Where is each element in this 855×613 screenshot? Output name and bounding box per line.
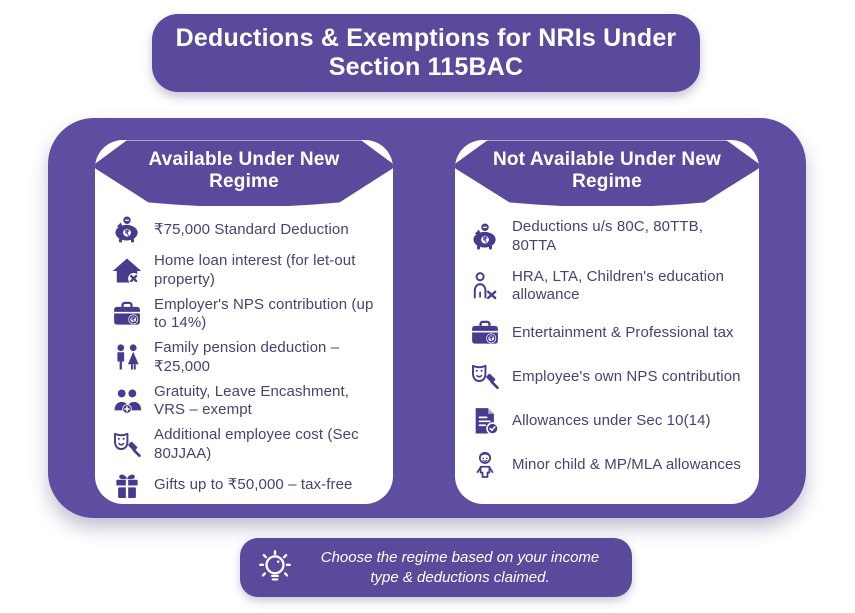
list-item-text: Allowances under Sec 10(14) [512, 411, 711, 429]
piggy-bank-icon [469, 221, 501, 253]
list-item: Employee's own NPS contribution [469, 361, 745, 393]
list-item-text: Gratuity, Leave Encashment, VRS – exempt [154, 382, 350, 419]
card-available-new-regime: Available Under New Regime ₹75,000 Stand… [95, 140, 393, 504]
list-item-text: Additional employee cost (Sec 80JJAA) [154, 426, 359, 462]
list-item-text: Home loan interest (for let-out property… [154, 252, 356, 288]
child-icon [469, 449, 501, 481]
briefcase-coin-icon [111, 298, 143, 330]
card-header-title: Not Available Under New Regime [492, 149, 722, 193]
footer-note-text: Choose the regime based on your income t… [320, 549, 600, 586]
card-header-available: Available Under New Regime [95, 140, 393, 206]
briefcase-coin-icon [469, 317, 501, 349]
list-item: Gratuity, Leave Encashment, VRS – exempt [111, 383, 383, 421]
list-item-text: Entertainment & Professional tax [512, 323, 734, 341]
list-item: ₹75,000 Standard Deduction [111, 214, 383, 246]
list-item-text: Employee's own NPS contribution [512, 367, 741, 385]
title-banner: Deductions & Exemptions for NRIs Under S… [152, 14, 700, 92]
list-item-text: Minor child & MP/MLA allowances [512, 455, 742, 473]
card-header-not-available: Not Available Under New Regime [455, 140, 759, 206]
list-item: Family pension deduction – ₹25,000 [111, 339, 383, 377]
card-not-available-new-regime: Not Available Under New Regime Deduction… [455, 140, 759, 504]
list-item: Entertainment & Professional tax [469, 317, 745, 349]
page-title: Deductions & Exemptions for NRIs Under S… [175, 24, 677, 81]
family-icon [111, 342, 143, 374]
list-item-text: Deductions u/s 80C, 80TTB, 80TTA [512, 218, 704, 254]
person-cross-icon [469, 270, 501, 302]
list-item: Deductions u/s 80C, 80TTB, 80TTA [469, 218, 745, 256]
mask-gavel-icon [469, 361, 501, 393]
list-item-text: Gifts up to ₹50,000 – tax-free [154, 476, 353, 494]
card-header-title: Available Under New Regime [148, 149, 340, 193]
list-item: Allowances under Sec 10(14) [469, 405, 745, 437]
home-loan-icon [111, 255, 143, 287]
gift-icon [111, 470, 143, 502]
list-item: Gifts up to ₹50,000 – tax-free [111, 470, 383, 502]
list-item-text: ₹75,000 Standard Deduction [154, 220, 349, 238]
main-panel: Available Under New Regime ₹75,000 Stand… [48, 118, 806, 518]
mask-gavel-icon [111, 429, 143, 461]
list-item: Employer's NPS contribution (up to 14%) [111, 296, 383, 334]
piggy-bank-icon [111, 214, 143, 246]
list-item: Additional employee cost (Sec 80JJAA) [111, 426, 383, 464]
list-item: Minor child & MP/MLA allowances [469, 449, 745, 481]
footer-note: Choose the regime based on your income t… [240, 538, 632, 597]
not-available-items-list: Deductions u/s 80C, 80TTB, 80TTA HRA, LT… [455, 206, 759, 481]
lightbulb-icon [256, 549, 294, 587]
document-badge-icon [469, 405, 501, 437]
available-items-list: ₹75,000 Standard Deduction Home loan int… [95, 206, 393, 502]
list-item: HRA, LTA, Children's education allowance [469, 268, 745, 306]
list-item-text: HRA, LTA, Children's education allowance [512, 267, 725, 304]
list-item: Home loan interest (for let-out property… [111, 252, 383, 290]
list-item-text: Family pension deduction – ₹25,000 [154, 339, 340, 375]
list-item-text: Employer's NPS contribution (up to 14%) [154, 295, 374, 332]
people-plus-icon [111, 385, 143, 417]
